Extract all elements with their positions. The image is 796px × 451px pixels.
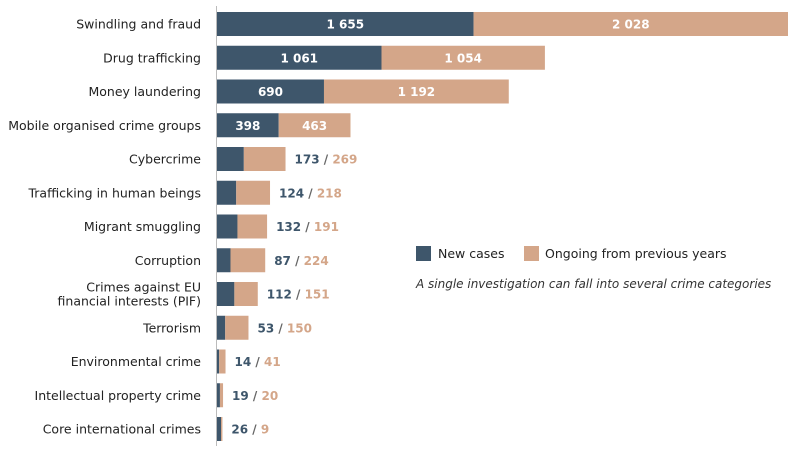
category-label: Drug trafficking — [103, 50, 201, 65]
category-label: Migrant smuggling — [84, 219, 201, 234]
bar-new-cases — [217, 282, 235, 306]
value-label-outside: 26 / 9 — [231, 423, 269, 437]
bar-ongoing — [243, 147, 286, 171]
bar-ongoing — [323, 79, 509, 104]
value-label-ongoing: 150 — [287, 321, 312, 335]
value-label-outside: 87 / 224 — [274, 254, 329, 268]
legend-label-new: New cases — [438, 246, 505, 261]
category-label: Corruption — [135, 253, 201, 268]
legend: New cases Ongoing from previous years — [416, 246, 727, 261]
value-label-new: 124 — [279, 186, 304, 200]
category-label: Trafficking in human beings — [27, 185, 201, 200]
value-label-ongoing: 463 — [302, 119, 327, 133]
value-labels: 1 655 2 028 1 061 1 054 690 1 192 398 463 173 / … — [231, 18, 649, 437]
value-label-new: 690 — [258, 85, 283, 99]
bar-ongoing — [473, 12, 788, 36]
bar-new-cases — [217, 214, 238, 239]
bar-new-cases — [217, 180, 237, 205]
bar-new-cases — [217, 113, 279, 138]
value-label-new: 53 — [257, 321, 274, 335]
bar-new-cases — [217, 315, 226, 340]
bar-ongoing — [381, 45, 545, 70]
category-label: Environmental crime — [71, 354, 202, 369]
value-label-ongoing: 218 — [317, 186, 342, 200]
value-label-ongoing: 41 — [264, 355, 281, 369]
category-label: Cybercrime — [129, 152, 201, 167]
bar-ongoing — [237, 214, 268, 239]
value-separator: / — [304, 186, 317, 200]
value-label-new: 26 — [231, 423, 248, 437]
bar-new-cases — [217, 383, 220, 408]
value-label-outside: 14 / 41 — [235, 355, 281, 369]
bar-ongoing — [278, 113, 351, 138]
value-label-outside: 53 / 150 — [257, 321, 312, 335]
bar-new-cases — [217, 417, 222, 441]
bar-ongoing — [219, 383, 224, 408]
value-label-ongoing: 269 — [332, 153, 357, 167]
category-labels: Swindling and fraud Drug trafficking Money… — [8, 17, 201, 437]
value-separator: / — [291, 254, 304, 268]
value-label-outside: 112 / 151 — [267, 288, 330, 302]
category-label: Swindling and fraud — [76, 17, 201, 32]
bar-ongoing — [234, 282, 258, 306]
value-label-ongoing: 1 054 — [444, 51, 482, 65]
value-label-ongoing: 224 — [304, 254, 329, 268]
bar-ongoing — [219, 349, 226, 374]
value-separator: / — [301, 220, 314, 234]
value-separator: / — [248, 423, 261, 437]
value-label-new: 173 — [295, 153, 320, 167]
value-label-ongoing: 151 — [305, 288, 330, 302]
value-label-new: 132 — [276, 220, 301, 234]
value-label-new: 19 — [232, 389, 249, 403]
bar-new-cases — [217, 79, 324, 104]
value-label-outside: 173 / 269 — [295, 153, 358, 167]
bar-new-cases — [217, 147, 244, 171]
bar-new-cases — [217, 349, 220, 374]
value-separator: / — [292, 288, 305, 302]
legend-swatch-ongoing — [524, 246, 539, 261]
value-separator: / — [274, 321, 287, 335]
value-label-outside: 132 / 191 — [276, 220, 339, 234]
value-label-outside: 19 / 20 — [232, 389, 278, 403]
category-label: Intellectual property crime — [35, 388, 202, 403]
chart-note: A single investigation can fall into sev… — [415, 277, 771, 291]
category-label: Money laundering — [89, 84, 202, 99]
value-label-new: 112 — [267, 288, 292, 302]
bar-ongoing — [221, 417, 223, 441]
value-label-ongoing: 1 192 — [398, 85, 436, 99]
category-label: Crimes against EU — [86, 280, 201, 295]
value-label-ongoing: 2 028 — [612, 18, 650, 32]
bar-ongoing — [236, 180, 271, 205]
value-label-ongoing: 20 — [261, 389, 278, 403]
value-label-new: 87 — [274, 254, 291, 268]
value-label-new: 1 061 — [280, 51, 318, 65]
value-label-new: 1 655 — [327, 18, 365, 32]
bar-new-cases — [217, 248, 231, 273]
category-label: Core international crimes — [43, 422, 201, 437]
value-label-ongoing: 191 — [314, 220, 339, 234]
value-label-new: 14 — [235, 355, 252, 369]
value-label-outside: 124 / 218 — [279, 186, 342, 200]
value-label-new: 398 — [235, 119, 260, 133]
bars — [217, 12, 788, 441]
category-label: financial interests (PIF) — [58, 294, 201, 309]
legend-label-ongoing: Ongoing from previous years — [545, 246, 727, 261]
category-label: Terrorism — [142, 320, 201, 335]
value-separator: / — [320, 153, 333, 167]
value-separator: / — [251, 355, 264, 369]
value-separator: / — [249, 389, 262, 403]
bar-ongoing — [225, 315, 249, 340]
category-label: Mobile organised crime groups — [8, 118, 201, 133]
bar-new-cases — [217, 12, 474, 36]
bar-new-cases — [217, 45, 382, 70]
value-label-ongoing: 9 — [261, 423, 269, 437]
legend-swatch-new — [416, 246, 431, 261]
bar-ongoing — [230, 248, 266, 273]
